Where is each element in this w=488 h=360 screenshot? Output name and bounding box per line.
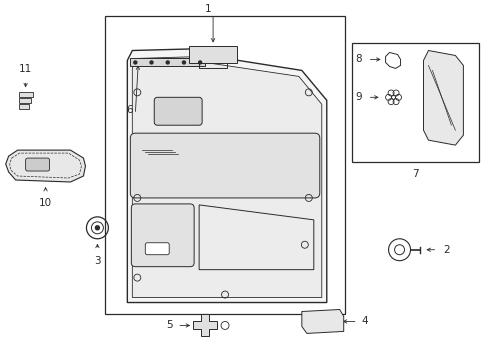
Text: 3: 3 (94, 256, 101, 266)
Circle shape (182, 61, 185, 64)
Text: 9: 9 (355, 92, 362, 102)
PathPatch shape (132, 57, 321, 298)
FancyBboxPatch shape (130, 133, 319, 198)
Text: 8: 8 (355, 54, 362, 64)
PathPatch shape (127, 49, 326, 302)
Circle shape (95, 226, 99, 230)
Circle shape (150, 61, 153, 64)
Bar (105, 15, 344, 315)
PathPatch shape (301, 310, 343, 333)
Bar (19, 98, 31, 103)
Text: 6: 6 (126, 105, 133, 115)
Text: 1: 1 (204, 4, 211, 14)
Text: 5: 5 (166, 320, 173, 330)
Text: 4: 4 (361, 316, 367, 327)
Bar (189, 45, 237, 63)
FancyBboxPatch shape (25, 158, 49, 171)
PathPatch shape (6, 150, 85, 182)
Text: 11: 11 (19, 64, 32, 75)
Text: 7: 7 (411, 169, 418, 179)
Text: 2: 2 (443, 245, 449, 255)
Circle shape (198, 61, 201, 64)
Text: 10: 10 (39, 198, 52, 208)
FancyBboxPatch shape (154, 97, 202, 125)
Bar (19, 104, 29, 109)
Bar (130, 58, 204, 67)
PathPatch shape (193, 315, 217, 336)
FancyBboxPatch shape (145, 243, 169, 255)
PathPatch shape (423, 50, 463, 145)
Bar (19, 92, 33, 97)
Circle shape (166, 61, 169, 64)
Bar (351, 42, 478, 162)
FancyBboxPatch shape (131, 204, 194, 267)
Circle shape (134, 61, 137, 64)
